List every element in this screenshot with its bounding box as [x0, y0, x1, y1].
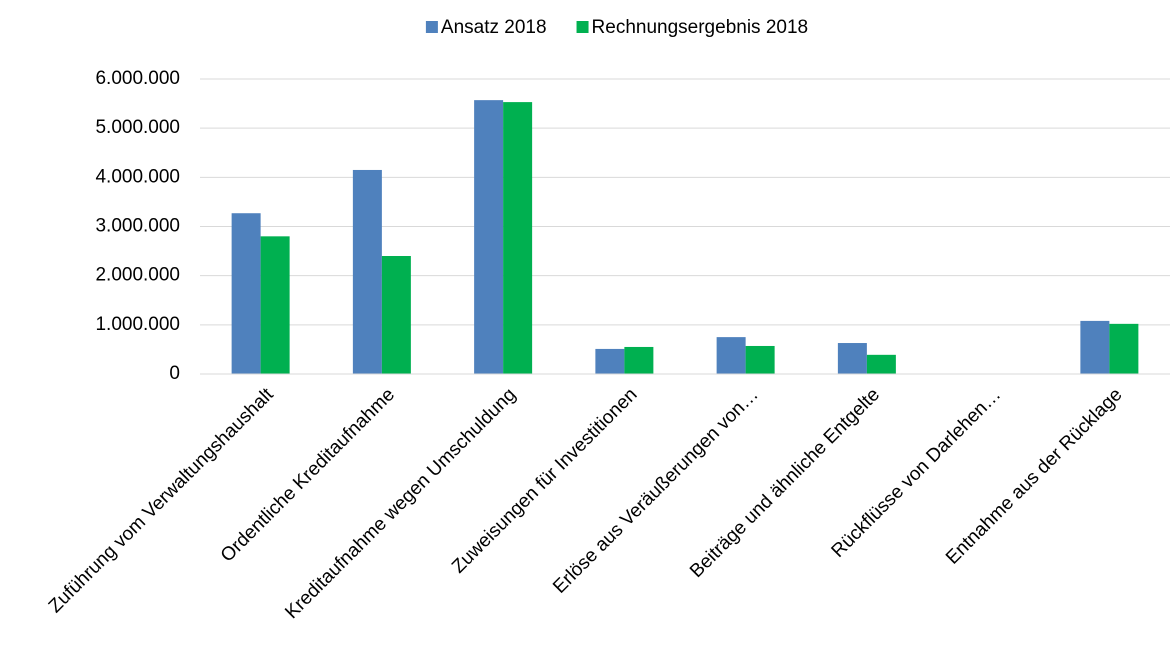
legend-swatch: [576, 21, 589, 33]
bar: [1109, 323, 1139, 374]
bar: [352, 169, 382, 374]
x-tick-label: Beiträge und ähnliche Entgelte: [686, 384, 884, 582]
y-tick-label: 5.000.000: [95, 117, 180, 138]
y-tick-label: 3.000.000: [95, 216, 180, 237]
legend: Ansatz 2018 Rechnungsergebnis 2018: [425, 17, 809, 38]
bar: [624, 346, 654, 374]
bar: [474, 100, 504, 375]
y-tick-label: 0: [169, 363, 180, 384]
y-tick-label: 2.000.000: [95, 265, 180, 286]
legend-swatch: [425, 21, 438, 33]
bar: [231, 213, 261, 374]
x-tick-label: Zuführung vom Verwaltungshaushalt: [45, 384, 278, 617]
x-tick-label: Kreditaufnahme wegen Umschuldung: [281, 384, 520, 623]
bar: [716, 337, 746, 374]
bar: [1080, 320, 1110, 374]
bar: [503, 102, 533, 374]
legend-label: Rechnungsergebnis 2018: [592, 17, 809, 38]
x-tick-label: Erlöse aus Veräußerungen von…: [549, 384, 763, 598]
bar: [837, 343, 867, 374]
bar: [595, 348, 625, 374]
bar: [745, 345, 775, 374]
bar: [260, 236, 290, 374]
legend-label: Ansatz 2018: [441, 17, 547, 38]
y-tick-label: 4.000.000: [95, 166, 180, 187]
y-tick-label: 6.000.000: [95, 68, 180, 89]
bar: [866, 354, 896, 374]
bar: [381, 256, 411, 374]
y-tick-label: 1.000.000: [95, 314, 180, 335]
